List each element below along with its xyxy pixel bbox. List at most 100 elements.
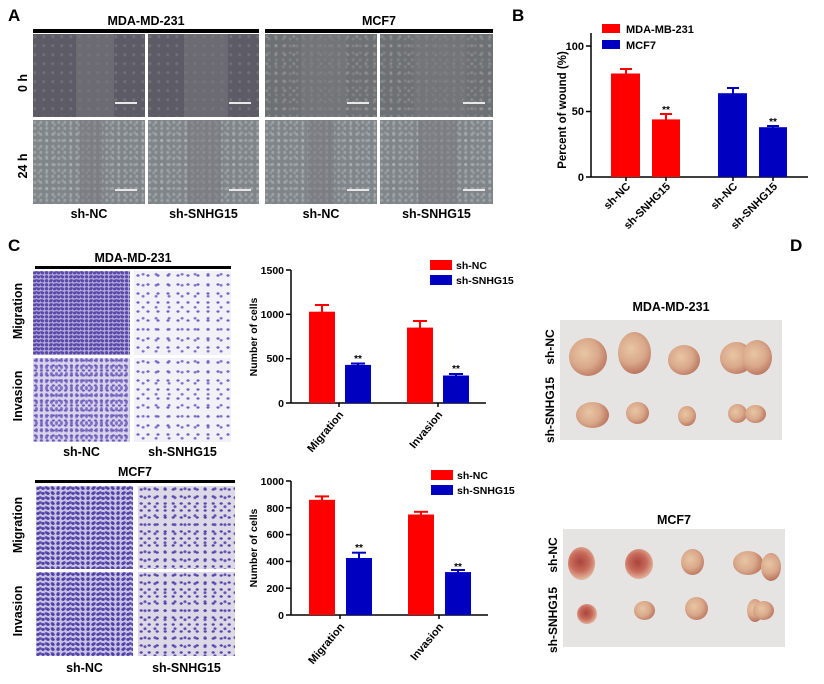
- bar-mcf7-shnc: [718, 93, 747, 177]
- significance-mda: **: [662, 105, 670, 116]
- wound-image-mda-shsnhg15-24h: [148, 120, 259, 204]
- ytick-1500: 1500: [261, 265, 285, 277]
- panel-c-header-line-mda: [35, 266, 231, 269]
- chart-b-wound: MDA-MB-231 MCF7 100 50 0 Percent of woun…: [557, 24, 808, 232]
- panel-c-row-label-migration-mda: Migration: [11, 282, 25, 340]
- bar-invasion-shsnhg15: [443, 375, 469, 403]
- bar-migration-shnc: [309, 499, 335, 615]
- panel-a-header-line-mcf7: [265, 29, 493, 33]
- transwell-mcf7-shnc-migration: [36, 486, 133, 569]
- panel-label-a: A: [8, 6, 21, 25]
- wound-image-mda-shnc-24h: [33, 120, 145, 204]
- bar-invasion-shnc: [407, 327, 433, 403]
- wound-image-mcf7-shsnhg15-0h: [380, 34, 493, 117]
- panel-d-row-label-shsnhg15-mda: sh-SNHG15: [543, 376, 557, 444]
- xtick-3: sh-NC: [709, 181, 740, 212]
- ytick-1000: 1000: [261, 309, 285, 321]
- y-axis-label: Percent of wound (%): [557, 51, 569, 169]
- legend-label-shsnhg15: sh-SNHG15: [456, 275, 514, 287]
- ytick-500: 500: [266, 353, 284, 365]
- legend-label-mcf7: MCF7: [626, 40, 656, 52]
- legend-swatch-mda: [602, 24, 620, 33]
- significance-invasion: **: [452, 364, 460, 375]
- ytick-0: 0: [278, 610, 284, 622]
- bar-mda-shnc: [611, 73, 640, 177]
- panel-d-row-label-shsnhg15-mcf7: sh-SNHG15: [546, 586, 560, 654]
- panel-a-col-label-4: sh-SNHG15: [402, 207, 471, 221]
- xtick-migration: Migration: [306, 621, 347, 667]
- panel-a-header-mda: MDA-MD-231: [107, 14, 185, 28]
- wound-image-mcf7-shsnhg15-24h: [380, 120, 493, 204]
- legend-swatch-shsnhg15: [431, 485, 453, 495]
- ytick-100: 100: [566, 41, 584, 53]
- panel-d-header-mcf7: MCF7: [656, 513, 692, 527]
- bar-migration-shsnhg15: [346, 558, 372, 615]
- bar-mcf7-shsnhg15: [759, 127, 787, 177]
- wound-image-mda-shnc-0h: [33, 34, 145, 117]
- ytick-0: 0: [278, 398, 284, 410]
- ytick-400: 400: [266, 556, 284, 568]
- transwell-mcf7-shsnhg15-invasion: [138, 572, 235, 656]
- bar-migration-shsnhg15: [345, 364, 371, 403]
- panel-c-header-mda: MDA-MD-231: [94, 251, 172, 265]
- panel-d-row-label-shnc-mcf7: sh-NC: [546, 537, 560, 573]
- transwell-mda-shsnhg15-invasion: [134, 358, 231, 442]
- ytick-800: 800: [266, 503, 284, 515]
- panel-label-c: C: [8, 236, 21, 255]
- significance-invasion: **: [454, 562, 462, 573]
- panel-c-row-label-migration-mcf7: Migration: [11, 496, 25, 554]
- wound-image-mcf7-shnc-24h: [265, 120, 377, 204]
- ytick-600: 600: [266, 529, 284, 541]
- chart-c-mcf7-cells: sh-NC sh-SNHG15 1000 800 600 400 200 0 N…: [248, 470, 515, 667]
- panel-c-col-label-shsnhg15-mda: sh-SNHG15: [148, 445, 217, 459]
- significance-migration: **: [355, 543, 363, 554]
- legend-swatch-shnc: [430, 260, 452, 270]
- significance-mcf7: **: [769, 117, 777, 128]
- legend-label-shnc: sh-NC: [456, 260, 487, 272]
- panel-c-col-label-shnc-mcf7: sh-NC: [66, 661, 103, 675]
- transwell-mda-shnc-migration: [33, 271, 130, 355]
- xtick-migration: Migration: [305, 409, 346, 455]
- panel-c-col-label-shsnhg15-mcf7: sh-SNHG15: [152, 661, 221, 675]
- xtick-invasion: Invasion: [407, 409, 445, 451]
- panel-c-row-label-invasion-mda: Invasion: [11, 370, 25, 422]
- tumor-photo-mcf7: [563, 529, 785, 647]
- xtick-invasion: Invasion: [408, 621, 446, 663]
- panel-c-header-mcf7: MCF7: [117, 465, 153, 479]
- panel-a-row-label-0h: 0 h: [16, 73, 30, 93]
- transwell-mcf7-shsnhg15-migration: [138, 486, 235, 569]
- transwell-mda-shnc-invasion: [33, 358, 130, 442]
- panel-c-row-label-invasion-mcf7: Invasion: [11, 585, 25, 637]
- bar-invasion-shnc: [408, 514, 434, 615]
- legend-swatch-shnc: [431, 470, 453, 480]
- panel-label-b: B: [512, 6, 525, 25]
- ytick-50: 50: [572, 106, 584, 118]
- bar-invasion-shsnhg15: [445, 572, 471, 615]
- y-axis-label: Number of cells: [248, 508, 260, 587]
- panel-a-col-label-3: sh-NC: [302, 207, 340, 221]
- legend-swatch-mcf7: [602, 40, 620, 49]
- panel-c-col-label-shnc-mda: sh-NC: [63, 445, 100, 459]
- ytick-200: 200: [266, 583, 284, 595]
- panel-a-col-label-1: sh-NC: [70, 207, 108, 221]
- ytick-1000: 1000: [261, 476, 285, 488]
- panel-d-header-mda: MDA-MD-231: [632, 300, 710, 314]
- significance-migration: **: [354, 354, 362, 365]
- xtick-1: sh-NC: [602, 181, 633, 212]
- bar-migration-shnc: [309, 311, 335, 403]
- panel-a-header-mcf7: MCF7: [361, 14, 397, 28]
- panel-d-row-label-shnc-mda: sh-NC: [543, 329, 557, 365]
- panel-a-col-label-2: sh-SNHG15: [169, 207, 238, 221]
- legend-label-shnc: sh-NC: [457, 470, 488, 482]
- bar-mda-shsnhg15: [652, 119, 680, 177]
- legend-swatch-shsnhg15: [430, 275, 452, 285]
- panel-a-row-label-24h: 24 h: [16, 153, 30, 179]
- y-axis-label: Number of cells: [248, 297, 260, 376]
- wound-image-mda-shsnhg15-0h: [148, 34, 259, 117]
- panel-a-header-line-mda: [33, 29, 259, 33]
- legend-label-mda: MDA-MB-231: [626, 24, 694, 36]
- chart-c-mda-cells: sh-NC sh-SNHG15 1500 1000 500 0 Number o…: [248, 260, 514, 455]
- panel-c-header-line-mcf7: [35, 480, 235, 483]
- tumor-photo-mda: [560, 320, 782, 440]
- transwell-mcf7-shnc-invasion: [36, 572, 133, 656]
